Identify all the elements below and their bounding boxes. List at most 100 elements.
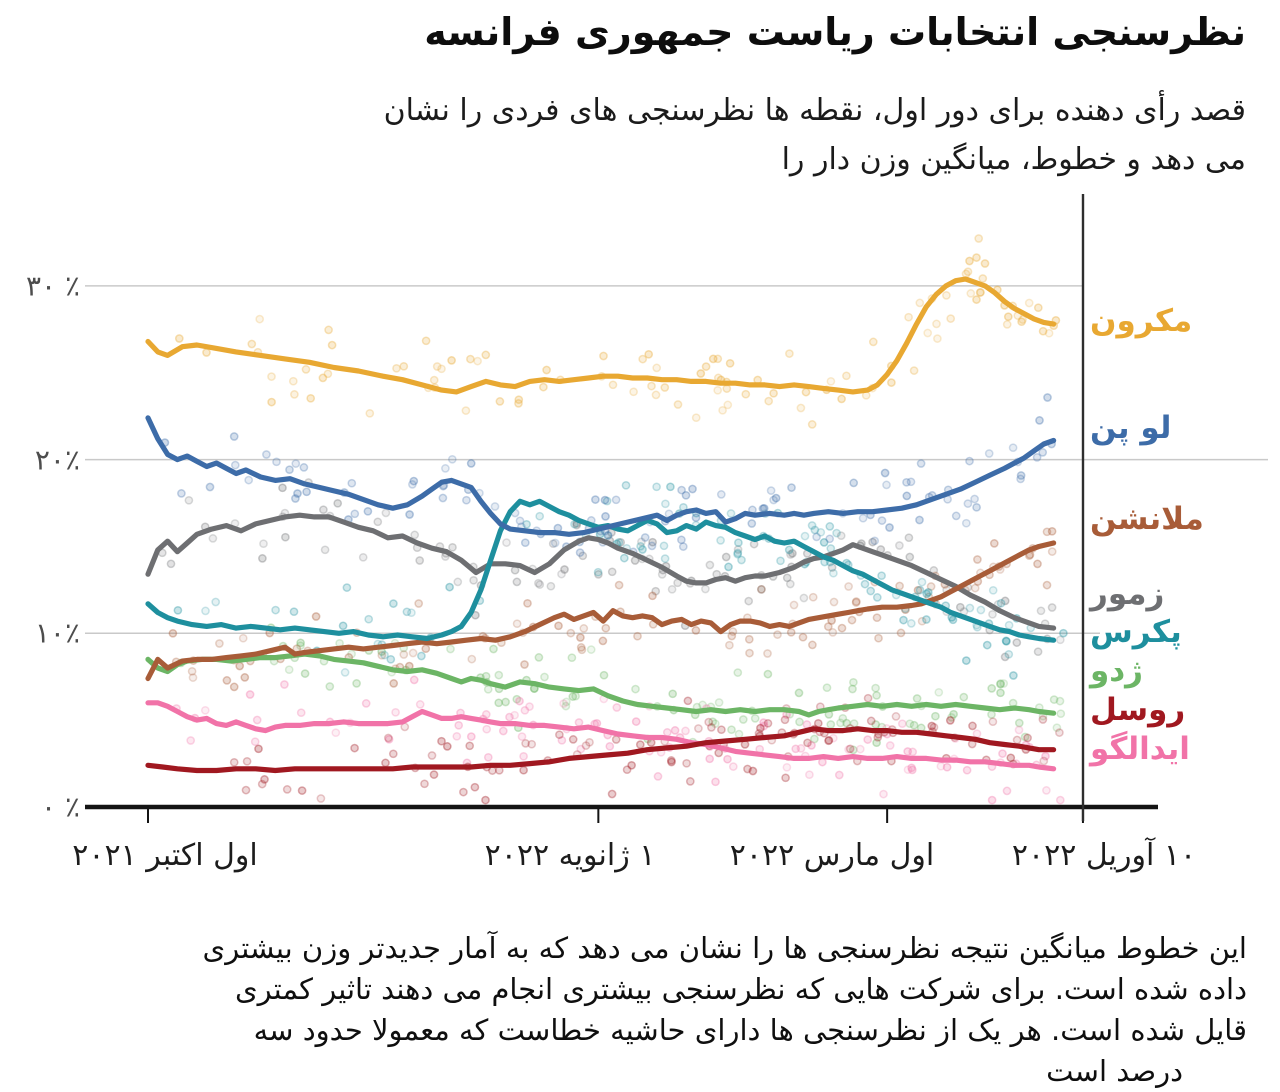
poll-dot	[284, 665, 294, 675]
poll-dot	[962, 765, 972, 775]
poll-dot	[291, 494, 300, 503]
poll-dot	[931, 711, 940, 721]
poll-dot	[461, 406, 471, 415]
poll-dot	[640, 533, 650, 542]
poll-dot	[828, 733, 838, 743]
poll-dot	[535, 511, 545, 521]
poll-dot	[866, 586, 876, 596]
poll-dot	[723, 400, 733, 410]
poll-dot	[825, 522, 835, 531]
poll-dot	[622, 765, 632, 775]
poll-dot	[660, 554, 670, 563]
poll-dot	[581, 741, 591, 750]
poll-dot	[701, 362, 711, 371]
poll-dot	[759, 718, 768, 727]
poll-dot	[521, 739, 530, 748]
poll-dot	[879, 789, 888, 799]
poll-dot	[454, 720, 464, 730]
poll-dot	[998, 749, 1007, 758]
poll-dot	[662, 728, 672, 737]
poll-dot	[1016, 474, 1025, 484]
poll-dot	[816, 527, 826, 537]
poll-dot	[714, 698, 724, 707]
poll-dot	[786, 550, 795, 559]
poll-dot	[737, 555, 746, 565]
poll-dot	[829, 568, 838, 578]
poll-dot	[917, 616, 927, 626]
poll-dot	[733, 545, 743, 554]
poll-dot	[904, 533, 914, 543]
poll-dot	[383, 733, 393, 743]
poll-scatter-dots	[157, 234, 1068, 805]
poll-dot	[327, 340, 337, 350]
poll-dot	[705, 560, 715, 570]
series-line-hidalgo	[145, 700, 1057, 772]
poll-dot	[365, 408, 375, 418]
poll-dot	[512, 694, 522, 704]
poll-dot	[929, 722, 939, 732]
poll-dot	[927, 721, 937, 731]
poll-dot	[763, 669, 773, 679]
scatter-melenchon	[168, 526, 1057, 692]
poll-dot	[1012, 735, 1022, 745]
poll-dot	[465, 741, 475, 751]
poll-dot	[787, 483, 796, 492]
poll-dot	[568, 735, 578, 744]
poll-dot	[813, 718, 823, 728]
poll-dot	[810, 525, 820, 535]
legend-label-roussel: روسل	[1090, 692, 1186, 728]
poll-dot	[842, 718, 851, 728]
poll-dot	[1014, 725, 1024, 735]
poll-dot	[534, 578, 543, 588]
poll-dot	[421, 644, 431, 654]
poll-dot	[636, 541, 645, 551]
poll-dot	[591, 495, 600, 504]
poll-dot	[1033, 647, 1043, 657]
poll-dot	[1018, 315, 1027, 324]
poll-dot	[909, 720, 919, 730]
poll-dot	[603, 530, 613, 540]
poll-dot	[296, 638, 305, 648]
footnote-line-2: داده شده است. برای شرکت هایی که نظرسنجی …	[234, 972, 1247, 1006]
poll-dot	[681, 726, 690, 736]
poll-dot	[866, 716, 876, 726]
poll-dot	[627, 760, 636, 770]
poll-dot	[651, 586, 661, 596]
poll-dot	[984, 449, 994, 458]
poll-dot	[448, 542, 457, 552]
poll-dot	[469, 575, 478, 585]
poll-dot	[489, 644, 498, 654]
poll-dot	[347, 649, 356, 659]
poll-dot	[780, 715, 790, 725]
poll-dot	[579, 624, 589, 633]
poll-dot	[766, 486, 776, 495]
poll-dot	[974, 234, 984, 243]
poll-dot	[798, 632, 808, 642]
poll-dot	[631, 684, 640, 694]
poll-dot	[297, 786, 307, 795]
page-title: نظرسنجی انتخابات ریاست جمهوری فرانسه	[424, 10, 1246, 54]
poll-dot	[466, 732, 476, 741]
poll-dot	[987, 710, 996, 719]
poll-dot	[350, 509, 360, 519]
poll-dot	[965, 456, 974, 466]
poll-dot	[694, 724, 703, 733]
poll-dot	[415, 700, 425, 709]
poll-dot	[447, 454, 457, 464]
poll-dot	[785, 579, 795, 589]
y-axis-label-30: ۳۰ ٪	[25, 269, 80, 303]
poll-dot	[550, 538, 560, 548]
poll-dot	[373, 517, 383, 527]
poll-dot	[716, 490, 726, 499]
poll-dot	[267, 372, 276, 381]
poll-dot	[555, 730, 564, 740]
poll-dot	[522, 519, 531, 529]
poll-dot	[229, 757, 239, 767]
poll-dot	[1038, 715, 1048, 724]
poll-dot	[483, 684, 493, 694]
poll-dot	[384, 734, 394, 744]
poll-dot	[896, 628, 906, 638]
poll-dot	[678, 542, 688, 551]
poll-dot	[710, 719, 720, 729]
poll-dot	[666, 482, 675, 492]
